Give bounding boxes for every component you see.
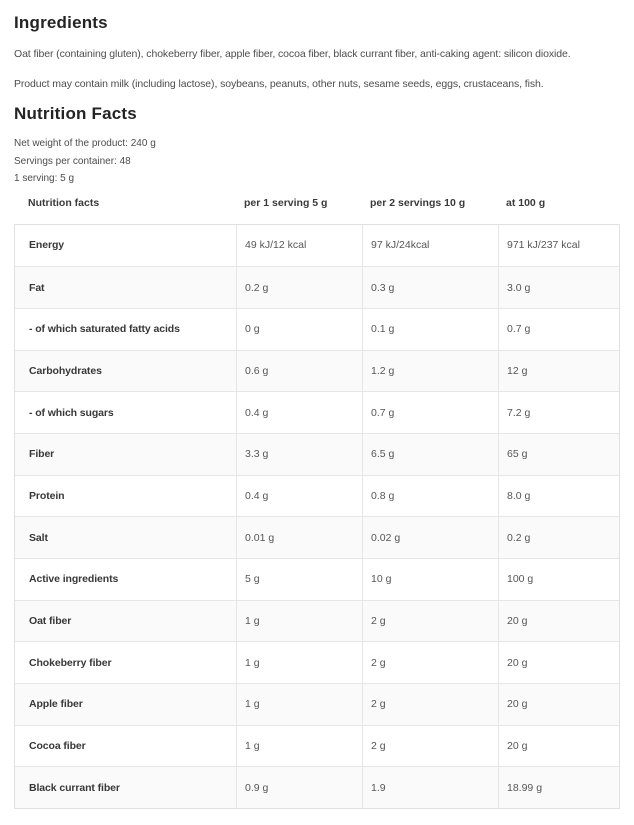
row-label-cell: Active ingredients xyxy=(29,573,119,586)
table-row: Chokeberry fiber 1 g 2 g 20 g xyxy=(15,641,619,684)
row-label-cell: Apple fiber xyxy=(29,698,83,711)
column-header-per-1-serving: per 1 serving 5 g xyxy=(244,196,328,209)
per-2-servings-value-cell: 2 g xyxy=(362,684,498,725)
per-100g-value-cell: 8.0 g xyxy=(498,475,619,517)
table-row: - of which saturated fatty acids 0 g 0.1… xyxy=(15,307,619,350)
net-weight-text: Net weight of the product: 240 g xyxy=(14,138,156,149)
per-2-servings-value-cell: 6.5 g xyxy=(362,433,498,475)
table-row: Fat 0.2 g 0.3 g 3.0 g xyxy=(15,266,619,308)
table-row: Fiber 3.3 g 6.5 g 65 g xyxy=(15,432,619,475)
table-row: Cocoa fiber 1 g 2 g 20 g xyxy=(15,724,619,767)
per-serving-value-cell: 0 g xyxy=(236,308,362,350)
per-100g-value-cell: 20 g xyxy=(498,642,619,684)
row-label-cell: - of which sugars xyxy=(29,406,114,419)
per-2-servings-value-cell: 1.9 xyxy=(362,767,498,809)
per-serving-value-cell: 0.01 g xyxy=(236,517,362,558)
serving-size-text: 1 serving: 5 g xyxy=(14,173,75,184)
per-100g-value-cell: 3.0 g xyxy=(498,267,619,308)
per-serving-value-cell: 1 g xyxy=(236,725,362,767)
nutrition-facts-heading: Nutrition Facts xyxy=(14,104,137,123)
per-serving-value-cell: 0.4 g xyxy=(236,475,362,517)
table-row: Apple fiber 1 g 2 g 20 g xyxy=(15,683,619,725)
per-2-servings-value-cell: 1.2 g xyxy=(362,350,498,392)
table-row: Active ingredients 5 g 10 g 100 g xyxy=(15,558,619,600)
row-label-cell: Cocoa fiber xyxy=(29,740,86,753)
per-2-servings-value-cell: 0.1 g xyxy=(362,308,498,350)
per-100g-value-cell: 65 g xyxy=(498,433,619,475)
per-serving-value-cell: 0.6 g xyxy=(236,350,362,392)
column-header-nutrition-facts: Nutrition facts xyxy=(28,196,100,209)
nutrition-table-body: Energy 49 kJ/12 kcal 97 kJ/24kcal 971 kJ… xyxy=(14,223,620,810)
allergen-text: Product may contain milk (including lact… xyxy=(14,78,544,90)
ingredients-heading: Ingredients xyxy=(14,13,108,32)
per-serving-value-cell: 1 g xyxy=(236,684,362,725)
row-label-cell: Fat xyxy=(29,281,45,294)
row-label-cell: Protein xyxy=(29,489,65,502)
per-2-servings-value-cell: 0.7 g xyxy=(362,392,498,433)
per-100g-value-cell: 100 g xyxy=(498,559,619,600)
per-serving-value-cell: 0.9 g xyxy=(236,767,362,809)
per-serving-value-cell: 1 g xyxy=(236,600,362,642)
per-100g-value-cell: 20 g xyxy=(498,684,619,725)
per-2-servings-value-cell: 2 g xyxy=(362,600,498,642)
product-meta: Net weight of the product: 240 g Serving… xyxy=(14,135,620,188)
per-100g-value-cell: 971 kJ/237 kcal xyxy=(498,224,619,267)
per-serving-value-cell: 5 g xyxy=(236,559,362,600)
per-2-servings-value-cell: 97 kJ/24kcal xyxy=(362,224,498,267)
per-2-servings-value-cell: 2 g xyxy=(362,642,498,684)
per-serving-value-cell: 3.3 g xyxy=(236,433,362,475)
table-row: Protein 0.4 g 0.8 g 8.0 g xyxy=(15,474,619,517)
table-row: Oat fiber 1 g 2 g 20 g xyxy=(15,599,619,642)
table-row: Black currant fiber 0.9 g 1.9 18.99 g xyxy=(15,766,619,809)
table-row: Energy 49 kJ/12 kcal 97 kJ/24kcal 971 kJ… xyxy=(15,224,619,267)
row-label-cell: Carbohydrates xyxy=(29,364,102,377)
row-label-cell: - of which saturated fatty acids xyxy=(29,323,180,336)
ingredients-text: Oat fiber (containing gluten), chokeberr… xyxy=(14,48,571,60)
per-serving-value-cell: 0.2 g xyxy=(236,267,362,308)
row-label-cell: Oat fiber xyxy=(29,615,72,628)
row-label-cell: Chokeberry fiber xyxy=(29,656,112,669)
row-label-cell: Salt xyxy=(29,531,48,544)
per-2-servings-value-cell: 0.8 g xyxy=(362,475,498,517)
per-100g-value-cell: 0.7 g xyxy=(498,308,619,350)
row-label-cell: Energy xyxy=(29,239,64,252)
row-label-cell: Black currant fiber xyxy=(29,781,120,794)
per-2-servings-value-cell: 0.3 g xyxy=(362,267,498,308)
table-header-row: Nutrition facts per 1 serving 5 g per 2 … xyxy=(14,196,620,210)
per-serving-value-cell: 49 kJ/12 kcal xyxy=(236,224,362,267)
table-row: Salt 0.01 g 0.02 g 0.2 g xyxy=(15,516,619,558)
per-100g-value-cell: 0.2 g xyxy=(498,517,619,558)
per-serving-value-cell: 0.4 g xyxy=(236,392,362,433)
per-serving-value-cell: 1 g xyxy=(236,642,362,684)
column-header-at-100g: at 100 g xyxy=(506,196,546,209)
per-2-servings-value-cell: 0.02 g xyxy=(362,517,498,558)
per-100g-value-cell: 20 g xyxy=(498,725,619,767)
row-label-cell: Fiber xyxy=(29,448,55,461)
servings-per-container-text: Servings per container: 48 xyxy=(14,155,131,167)
table-row: Carbohydrates 0.6 g 1.2 g 12 g xyxy=(15,349,619,392)
per-100g-value-cell: 18.99 g xyxy=(498,767,619,809)
per-100g-value-cell: 20 g xyxy=(498,600,619,642)
column-header-per-2-servings: per 2 servings 10 g xyxy=(370,196,466,209)
table-row: - of which sugars 0.4 g 0.7 g 7.2 g xyxy=(15,391,619,433)
per-100g-value-cell: 7.2 g xyxy=(498,392,619,433)
per-2-servings-value-cell: 2 g xyxy=(362,725,498,767)
per-100g-value-cell: 12 g xyxy=(498,350,619,392)
per-2-servings-value-cell: 10 g xyxy=(362,559,498,600)
